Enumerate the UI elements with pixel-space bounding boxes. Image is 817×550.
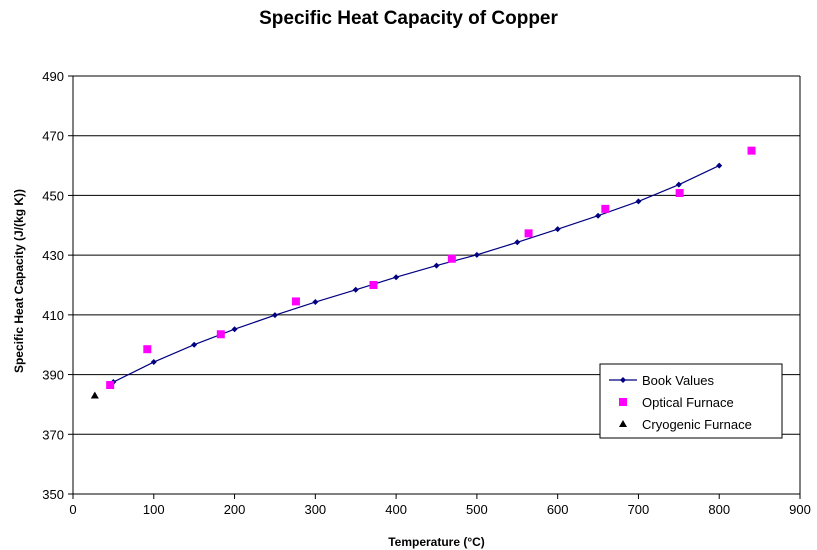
x-tick-label: 0 [69, 502, 76, 517]
data-point [554, 226, 561, 233]
data-point [106, 381, 115, 390]
x-tick-label: 500 [466, 502, 488, 517]
data-point [514, 239, 521, 246]
x-axis-title: Temperature (°C) [388, 535, 485, 549]
data-point [675, 189, 684, 198]
data-point [595, 212, 602, 219]
series-optical-furnace [106, 146, 756, 390]
legend-box [599, 363, 783, 439]
data-point [601, 204, 610, 213]
y-tick-label: 350 [42, 487, 64, 502]
legend-label: Optical Furnace [642, 395, 734, 410]
chart-title: Specific Heat Capacity of Copper [259, 8, 558, 29]
x-tick-label: 100 [143, 502, 165, 517]
data-point [433, 262, 440, 269]
data-point [231, 326, 238, 333]
y-tick-label: 450 [42, 188, 64, 203]
data-point [524, 229, 533, 238]
data-point [747, 146, 756, 155]
y-tick-label: 430 [42, 248, 64, 263]
data-point [393, 274, 400, 281]
data-point [675, 181, 682, 188]
legend-marker [620, 377, 626, 383]
series-book-values [110, 162, 723, 386]
y-tick-label: 470 [42, 129, 64, 144]
x-tick-label: 400 [385, 502, 407, 517]
y-tick-label: 390 [42, 368, 64, 383]
data-point [716, 162, 723, 169]
data-point [90, 391, 99, 399]
y-tick-label: 370 [42, 427, 64, 442]
x-tick-label: 800 [708, 502, 730, 517]
data-point [447, 254, 456, 263]
y-tick-label: 410 [42, 308, 64, 323]
data-point [143, 345, 152, 354]
data-point [369, 281, 378, 289]
x-tick-label: 600 [547, 502, 569, 517]
data-point [216, 330, 225, 339]
legend-label: Cryogenic Furnace [642, 417, 752, 432]
data-point [271, 312, 278, 319]
data-point [473, 251, 480, 258]
book-values-line [113, 165, 720, 383]
data-point [150, 359, 157, 366]
x-tick-label: 300 [304, 502, 326, 517]
x-tick-label: 900 [789, 502, 811, 517]
data-point [291, 297, 300, 306]
legend-marker [619, 420, 627, 427]
data-point [191, 341, 198, 348]
y-tick-label: 490 [42, 69, 64, 84]
legend-label: Book Values [642, 373, 715, 388]
data-point [312, 299, 319, 306]
data-point [635, 198, 642, 205]
legend-item: Book Values [609, 373, 715, 388]
data-point [352, 286, 359, 293]
x-tick-label: 700 [628, 502, 650, 517]
series-cryogenic-furnace [90, 391, 99, 399]
legend-marker [619, 398, 627, 406]
legend-item: Optical Furnace [619, 395, 734, 410]
y-axis-title: Specific Heat Capacity (J/(kg K)) [12, 189, 26, 373]
legend-item: Cryogenic Furnace [619, 417, 752, 432]
x-tick-label: 200 [224, 502, 246, 517]
